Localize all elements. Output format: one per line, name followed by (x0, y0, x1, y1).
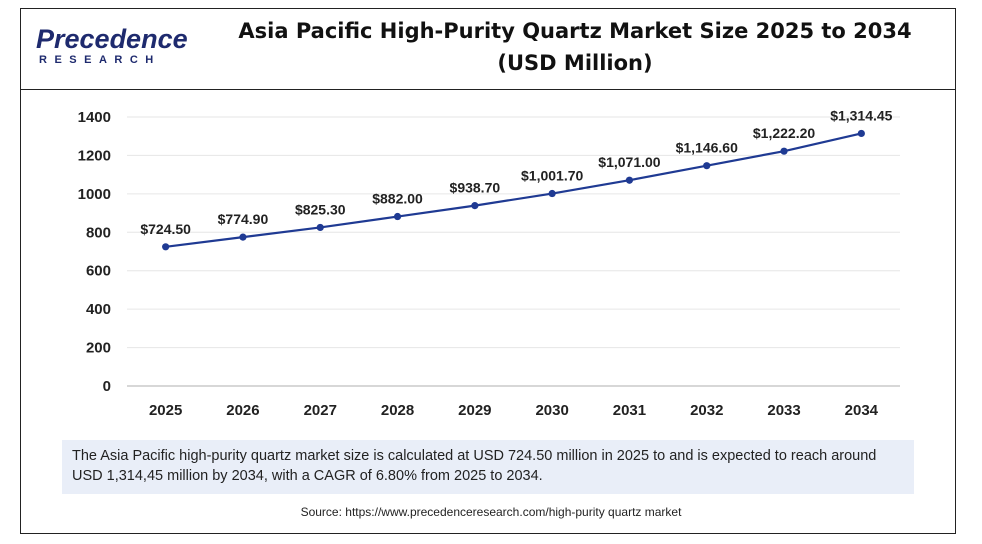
data-label: $938.70 (450, 180, 501, 196)
gridlines (127, 116, 900, 349)
x-tick-label: 2028 (381, 402, 414, 419)
series-line (165, 132, 862, 248)
data-point (393, 212, 402, 221)
x-tick-label: 2033 (767, 402, 800, 419)
data-point (316, 223, 324, 232)
y-tick-label: 400 (86, 301, 111, 318)
chart-title-line-1: Asia Pacific High-Purity Quartz Market S… (238, 19, 912, 43)
data-label: $1,071.00 (598, 154, 660, 170)
data-label: $1,146.60 (676, 140, 738, 156)
summary-note: The Asia Pacific high-purity quartz mark… (62, 440, 914, 494)
x-tick-label: 2026 (226, 402, 259, 419)
y-tick-label: 1400 (78, 109, 111, 126)
data-point (471, 202, 479, 210)
data-label: $825.30 (295, 201, 346, 217)
series-markers (162, 129, 865, 251)
data-label: $774.90 (218, 211, 269, 227)
data-point (625, 176, 634, 184)
chart-title-line-2: (USD Million) (497, 51, 653, 75)
y-tick-label: 1000 (78, 186, 111, 203)
x-tick-label: 2027 (304, 402, 337, 419)
data-point (162, 243, 170, 251)
x-tick-label: 2029 (458, 402, 491, 419)
chart-title: Asia Pacific High-Purity Quartz Market S… (230, 15, 920, 79)
data-point (703, 162, 711, 170)
brand-name: Precedence (36, 24, 188, 54)
y-tick-label: 1200 (78, 147, 111, 164)
data-labels: $724.50 $774.90 $825.30 $882.00 $938.70 $1,00… (140, 107, 892, 236)
brand-logo: Precedence RESEARCH (36, 24, 188, 66)
y-tick-labels: 0 200 400 600 800 1000 1200 1400 (78, 109, 111, 395)
data-label: $882.00 (372, 191, 423, 207)
header-divider (20, 89, 956, 90)
data-label: $724.50 (140, 221, 191, 237)
data-label: $1,001.70 (521, 168, 583, 184)
data-point (857, 129, 865, 138)
y-tick-label: 0 (103, 378, 111, 395)
y-tick-label: 800 (86, 224, 111, 241)
x-tick-label: 2030 (535, 402, 568, 419)
data-label: $1,314.45 (830, 107, 892, 123)
x-tick-label: 2034 (845, 402, 879, 419)
y-tick-label: 600 (86, 263, 111, 280)
y-tick-label: 200 (86, 340, 111, 357)
data-point (239, 233, 247, 241)
chart-frame (20, 8, 956, 534)
x-tick-label: 2031 (613, 402, 646, 419)
data-point (780, 147, 788, 155)
source-text: Source: https://www.precedenceresearch.c… (300, 505, 682, 519)
x-tick-label: 2032 (690, 402, 723, 419)
data-label: $1,222.20 (753, 125, 815, 141)
x-tick-label: 2025 (149, 402, 182, 419)
brand-sub: RESEARCH (39, 54, 161, 66)
data-point (548, 189, 556, 198)
x-tick-labels: 2025 2026 2027 2028 2029 2030 2031 2032 2033 2034 (149, 402, 879, 419)
